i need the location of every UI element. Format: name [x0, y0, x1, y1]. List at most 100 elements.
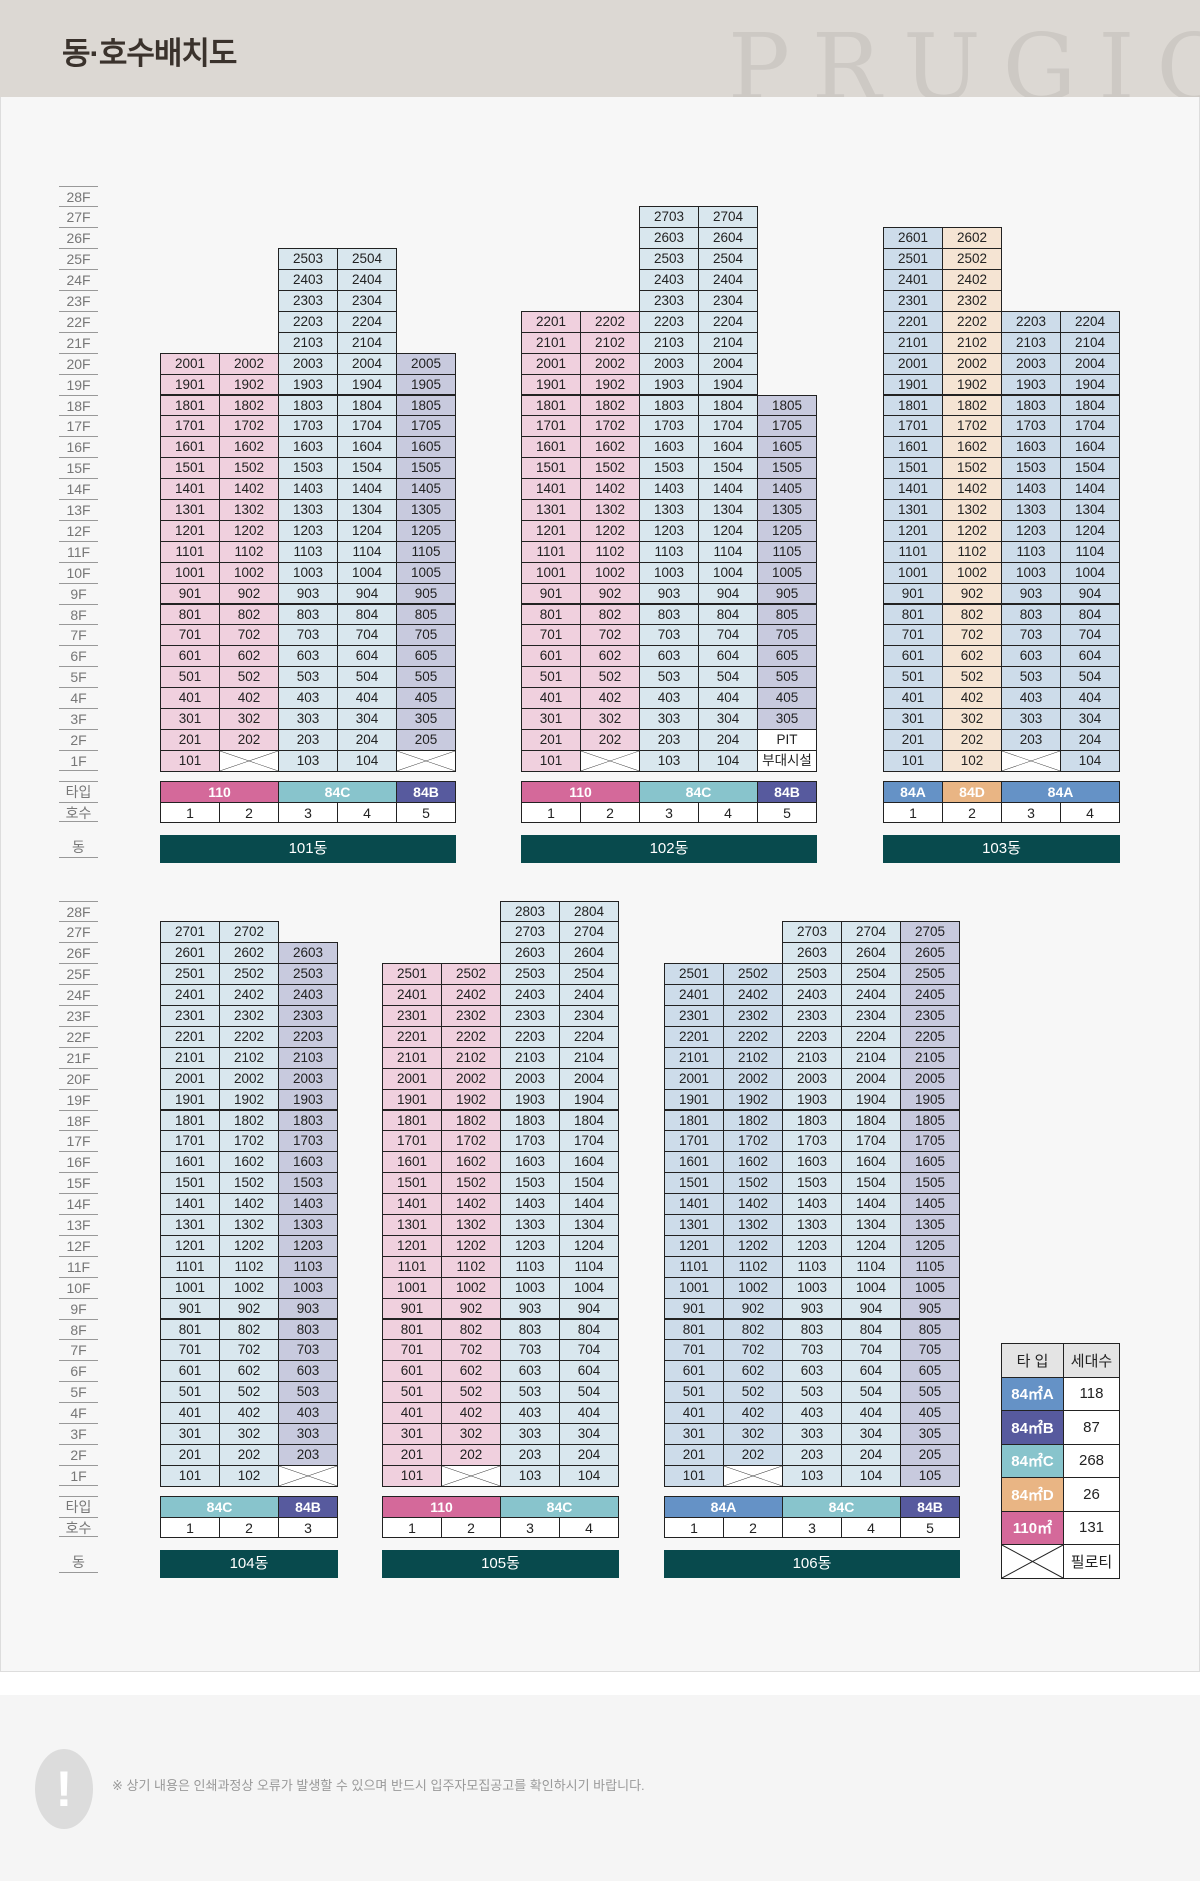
piloti-cross-icon [1002, 750, 1060, 771]
unit-cell: 201 [521, 728, 581, 751]
unit-cell: 704 [698, 624, 758, 647]
unit-cell: 605 [396, 645, 456, 668]
unit-cell: 603 [782, 1360, 842, 1383]
unit-cell: 1901 [160, 373, 220, 396]
unit-cell: 802 [942, 603, 1002, 626]
unit-cell: 1204 [559, 1234, 619, 1257]
unit-cell: 801 [664, 1318, 724, 1341]
line-number: 5 [396, 801, 456, 824]
unit-cell: 2503 [782, 963, 842, 986]
unit-cell: 501 [160, 1381, 220, 1404]
unit-cell: 2502 [441, 963, 501, 986]
unit-cell: 1601 [160, 436, 220, 459]
unit-cell: 2401 [382, 984, 442, 1006]
unit-cell: 2104 [841, 1046, 901, 1069]
floor-label: 19F [59, 373, 98, 395]
unit-cell: 2104 [1060, 331, 1120, 354]
line-number: 1 [160, 1516, 220, 1539]
unit-cell: 1502 [441, 1172, 501, 1195]
unit-cell: 304 [337, 708, 397, 730]
unit-cell: 604 [841, 1360, 901, 1383]
unit-cell: 702 [441, 1339, 501, 1362]
unit-cell: 1404 [1060, 478, 1120, 500]
unit-cell: 403 [1001, 687, 1061, 709]
unit-cell: 801 [160, 1318, 220, 1341]
legend-header-count: 세대수 [1063, 1343, 1120, 1378]
line-row-label: 호수 [59, 1516, 98, 1538]
unit-cell: 405 [396, 687, 456, 709]
unit-cell: 2503 [639, 248, 699, 271]
floor-label: 14F [59, 478, 98, 499]
unit-cell: 903 [278, 582, 338, 605]
unit-cell: 부대시설 [757, 749, 817, 772]
unit-cell: 1702 [723, 1130, 783, 1153]
floor-label: 5F [59, 1381, 98, 1402]
piloti-cell [1001, 749, 1061, 772]
unit-cell: 704 [559, 1339, 619, 1362]
unit-cell: 304 [841, 1423, 901, 1445]
unit-cell: 504 [337, 666, 397, 689]
unit-cell: 605 [900, 1360, 960, 1383]
unit-cell: 404 [559, 1402, 619, 1424]
unit-cell: 1702 [219, 415, 279, 438]
unit-cell: 1804 [698, 394, 758, 417]
line-number: 2 [723, 1516, 783, 1539]
unit-cell: 101 [160, 749, 220, 772]
line-number: 4 [559, 1516, 619, 1539]
unit-cell: 104 [841, 1464, 901, 1487]
unit-cell: 1404 [698, 478, 758, 500]
unit-cell: 503 [1001, 666, 1061, 689]
unit-cell: 201 [382, 1443, 442, 1466]
unit-cell: 1401 [521, 478, 581, 500]
line-number: 4 [841, 1516, 901, 1539]
unit-cell: 2403 [278, 269, 338, 291]
unit-cell: 1501 [160, 1172, 220, 1195]
unit-cell: 1401 [382, 1193, 442, 1215]
legend-count: 26 [1063, 1477, 1120, 1512]
unit-cell: 1902 [219, 373, 279, 396]
unit-cell: 1705 [396, 415, 456, 438]
floor-label: 15F [59, 1172, 98, 1193]
unit-cell: 2001 [664, 1067, 724, 1090]
unit-cell: 1005 [900, 1276, 960, 1299]
unit-cell: 1104 [841, 1255, 901, 1278]
unit-cell: 2703 [782, 921, 842, 944]
unit-cell: 904 [841, 1297, 901, 1320]
unit-cell: 2403 [278, 984, 338, 1006]
unit-cell: 803 [639, 603, 699, 626]
line-number: 2 [219, 1516, 279, 1539]
unit-cell: 802 [219, 603, 279, 626]
unit-cell: 1405 [900, 1193, 960, 1215]
unit-cell: 2705 [900, 921, 960, 944]
building-name-bar: 102동 [521, 834, 817, 863]
unit-cell: 804 [337, 603, 397, 626]
unit-cell: 1901 [160, 1088, 220, 1111]
floor-label: 14F [59, 1193, 98, 1214]
unit-cell: 2502 [219, 963, 279, 986]
floor-label: 26F [59, 227, 98, 248]
unit-cell: 302 [580, 708, 640, 730]
unit-cell: 1503 [1001, 457, 1061, 480]
unit-cell: 204 [698, 728, 758, 751]
unit-cell: 804 [698, 603, 758, 626]
unit-cell: 703 [639, 624, 699, 647]
unit-cell: 705 [900, 1339, 960, 1362]
unit-cell: 1003 [1001, 561, 1061, 584]
unit-cell: 2204 [559, 1025, 619, 1048]
unit-cell: 1501 [521, 457, 581, 480]
unit-cell: 701 [664, 1339, 724, 1362]
line-number: 4 [698, 801, 758, 824]
unit-cell: 501 [160, 666, 220, 689]
piloti-cell [580, 749, 640, 772]
unit-cell: 703 [782, 1339, 842, 1362]
unit-cell: 1803 [278, 394, 338, 417]
floor-label: 28F [59, 900, 98, 922]
unit-cell: 1602 [723, 1151, 783, 1174]
unit-cell: 1403 [782, 1193, 842, 1215]
unit-cell: 1803 [1001, 394, 1061, 417]
unit-cell: 803 [1001, 603, 1061, 626]
line-number: 1 [521, 801, 581, 824]
unit-cell: 2603 [639, 227, 699, 250]
unit-cell: 1903 [1001, 373, 1061, 396]
unit-cell: 1501 [664, 1172, 724, 1195]
